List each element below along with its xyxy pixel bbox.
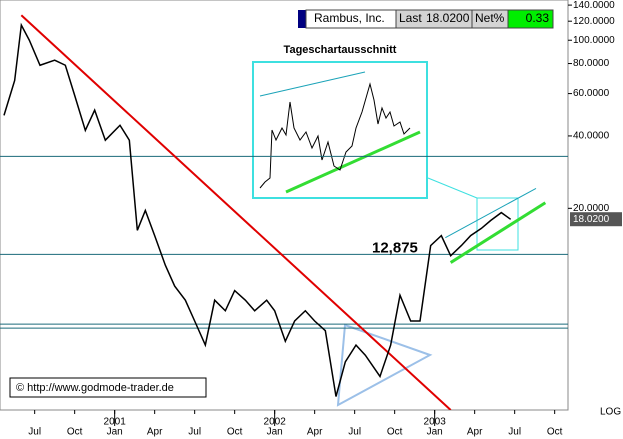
last-box [570,212,622,227]
y-tick-label: 120.0000 [573,16,615,27]
x-tick-label: Jul [28,427,41,438]
x-tick-label: Oct [227,427,243,438]
x-tick-label: Jan [427,427,443,438]
level-label: 12,875 [372,239,418,256]
y-tick-label: 60.0000 [573,88,610,99]
x-tick-label: Oct [547,427,563,438]
zoom-box [476,197,519,251]
copyright: © http://www.godmode-trader.de [16,382,174,394]
y-tick-label: 80.0000 [573,58,610,69]
x-tick-label: Apr [147,427,163,438]
x-tick-label: Oct [387,427,403,438]
x-tick-label: Jan [107,427,123,438]
inset-title: Tageschartausschnitt [284,44,397,56]
year-label: 2001 [104,417,127,428]
scale-label: LOG [600,407,621,418]
price-line [3,22,512,397]
last-label: 18.0200 [573,214,610,225]
header-title: Rambus, Inc. [314,11,385,25]
x-tick-label: Jul [508,427,521,438]
inset-channel [259,71,366,97]
header-net-box [507,9,554,29]
header-net-label: Net% [475,11,505,25]
header-last-label: Last [399,11,422,25]
x-tick-label: Jul [188,427,201,438]
inset-box [252,61,428,199]
x-tick-label: Oct [67,427,83,438]
header-last: 18.0200 [426,11,470,25]
y-tick-label: 40.0000 [573,131,610,142]
inset-support [285,130,421,194]
x-tick-label: Jan [267,427,283,438]
year-label: 2002 [264,417,287,428]
inset-connector [427,177,478,199]
header-net: 0.33 [526,11,550,25]
year-label: 2003 [424,417,447,428]
trendline [449,201,547,264]
y-tick-label: 140.0000 [573,0,615,11]
trendline [445,187,537,239]
inset-price [259,82,411,189]
x-tick-label: Jul [348,427,361,438]
triangle [336,323,433,407]
copyright-box [9,377,207,398]
header-marker [298,10,306,28]
x-tick-label: Apr [307,427,323,438]
trendline [20,14,452,410]
y-tick-label: 20.0000 [573,203,610,214]
x-tick-label: Apr [467,427,483,438]
y-tick-label: 100.0000 [573,35,615,46]
